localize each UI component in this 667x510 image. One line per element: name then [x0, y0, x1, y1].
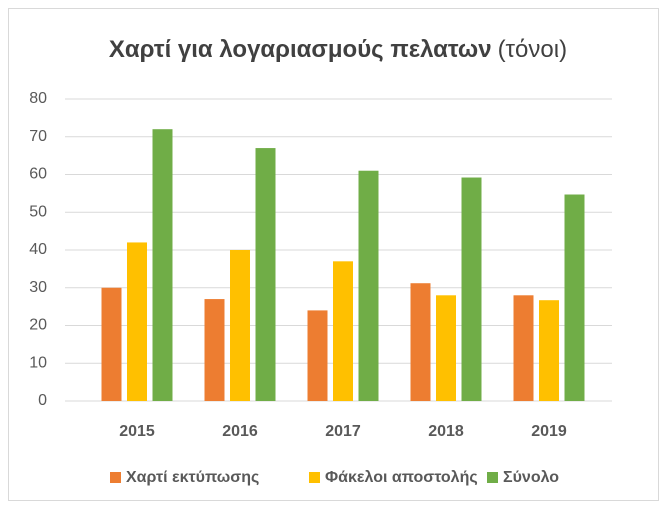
- bar: [358, 170, 379, 401]
- y-tick-label: 0: [38, 392, 47, 409]
- y-tick-label: 40: [29, 241, 47, 258]
- y-tick-label: 50: [29, 203, 47, 220]
- title-main: Χαρτί για λογαριασμούς πελατων: [109, 36, 492, 63]
- y-tick-label: 70: [29, 128, 47, 145]
- bar: [230, 250, 250, 401]
- legend-label: Σύνολο: [503, 469, 559, 486]
- legend-label: Φάκελοι αποστολής: [325, 469, 478, 486]
- x-tick-label: 2018: [428, 423, 464, 440]
- bar: [204, 299, 225, 401]
- y-tick-label: 80: [29, 90, 47, 107]
- bar: [255, 148, 276, 401]
- title-unit: (τόνοι): [498, 36, 568, 63]
- x-tick-label: 2017: [325, 423, 361, 440]
- y-tick-label: 20: [29, 317, 47, 334]
- y-tick-label: 10: [29, 354, 47, 371]
- bar: [152, 129, 173, 401]
- bar: [564, 194, 585, 401]
- y-tick-label: 60: [29, 166, 47, 183]
- x-tick-label: 2015: [119, 423, 155, 440]
- bar: [539, 300, 559, 401]
- chart-border: [8, 8, 659, 501]
- x-tick-label: 2019: [531, 423, 567, 440]
- legend-label: Χαρτί εκτύπωσης: [126, 469, 259, 486]
- y-tick-label: 30: [29, 279, 47, 296]
- bar: [513, 295, 534, 401]
- bar: [307, 310, 328, 401]
- legend-swatch: [309, 472, 320, 483]
- x-tick-label: 2016: [222, 423, 258, 440]
- legend-swatch: [487, 472, 498, 483]
- bar: [436, 295, 456, 401]
- chart-title: Χαρτί για λογαριασμούς πελατων (τόνοι): [109, 36, 567, 63]
- bar: [461, 177, 482, 401]
- bar: [127, 242, 147, 401]
- legend-swatch: [110, 472, 121, 483]
- bar: [101, 287, 122, 401]
- bar: [333, 261, 353, 401]
- bar: [410, 283, 431, 401]
